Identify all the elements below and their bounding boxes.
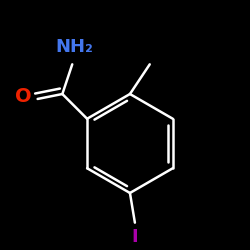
Text: NH₂: NH₂ [56, 38, 94, 56]
Text: O: O [15, 87, 32, 106]
Text: I: I [132, 228, 138, 246]
